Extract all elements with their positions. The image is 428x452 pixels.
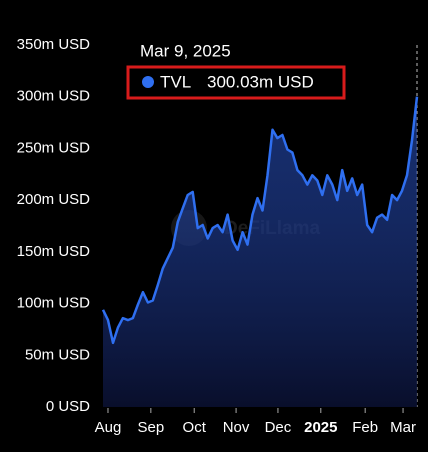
line	[101, 96, 419, 345]
y-tick-label: 350m USD	[17, 36, 91, 53]
y-tick-label: 150m USD	[17, 243, 91, 260]
x-tick-label: Dec	[265, 419, 292, 436]
y-tick-label: 0 USD	[46, 398, 90, 415]
tooltip-dot	[142, 76, 154, 88]
y-tick-label: 300m USD	[17, 88, 91, 105]
x-tick-label: Sep	[137, 419, 164, 436]
y-tick-label: 100m USD	[17, 295, 91, 312]
x-tick-label: Nov	[223, 419, 250, 436]
x-tick-label: Aug	[95, 419, 122, 436]
area	[103, 96, 417, 407]
x-tick-label: Mar	[390, 419, 416, 436]
tooltip: Mar 9, 2025 TVL 300.03m USD	[126, 41, 346, 100]
x-tick-label: 2025	[304, 419, 337, 436]
tooltip-series: TVL	[160, 72, 191, 91]
tooltip-box	[126, 65, 346, 100]
y-tick-label: 250m USD	[17, 139, 91, 156]
tooltip-date: Mar 9, 2025	[140, 41, 231, 60]
y-tick-label: 200m USD	[17, 191, 91, 208]
x-tick-label: Oct	[183, 419, 207, 436]
y-tick-label: 50m USD	[25, 346, 90, 363]
x-tick-label: Feb	[352, 419, 378, 436]
tooltip-value: 300.03m USD	[207, 72, 314, 91]
